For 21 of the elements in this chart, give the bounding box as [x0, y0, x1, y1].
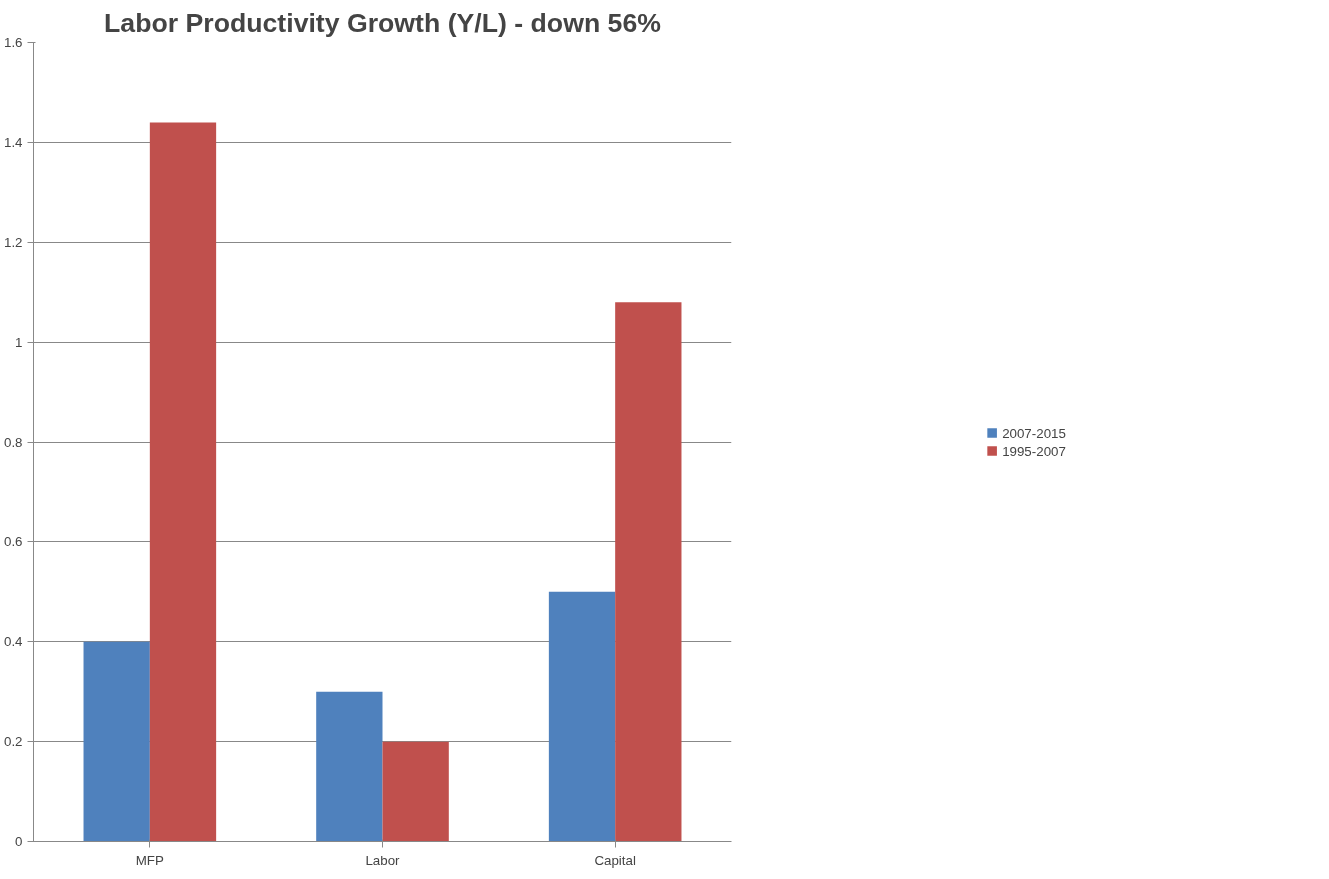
y-tick-label: 0: [15, 834, 23, 849]
chart-title: Labor Productivity Growth (Y/L) - down 56%: [104, 7, 661, 38]
legend-label: 1995-2007: [1002, 443, 1066, 458]
bar: [382, 741, 449, 842]
y-tick-label: 0.8: [3, 434, 23, 450]
bar: [316, 691, 383, 842]
y-tick-label: 0.4: [3, 634, 24, 650]
legend-label: 2007-2015: [1002, 425, 1066, 440]
bar: [149, 122, 217, 842]
bar: [83, 641, 150, 842]
y-tick-label: 0.2: [3, 734, 23, 750]
x-tick-label: MFP: [135, 852, 165, 868]
x-tick-label: Capital: [594, 852, 636, 868]
bar: [615, 302, 682, 842]
y-tick-label: 1: [15, 334, 23, 350]
bar: [548, 591, 616, 842]
y-tick-label: 1.2: [3, 234, 23, 250]
y-tick-label: 1.4: [3, 134, 24, 150]
x-tick-label: Labor: [365, 852, 401, 868]
y-tick-label: 1.6: [3, 35, 23, 50]
y-tick-label: 0.6: [3, 534, 23, 550]
